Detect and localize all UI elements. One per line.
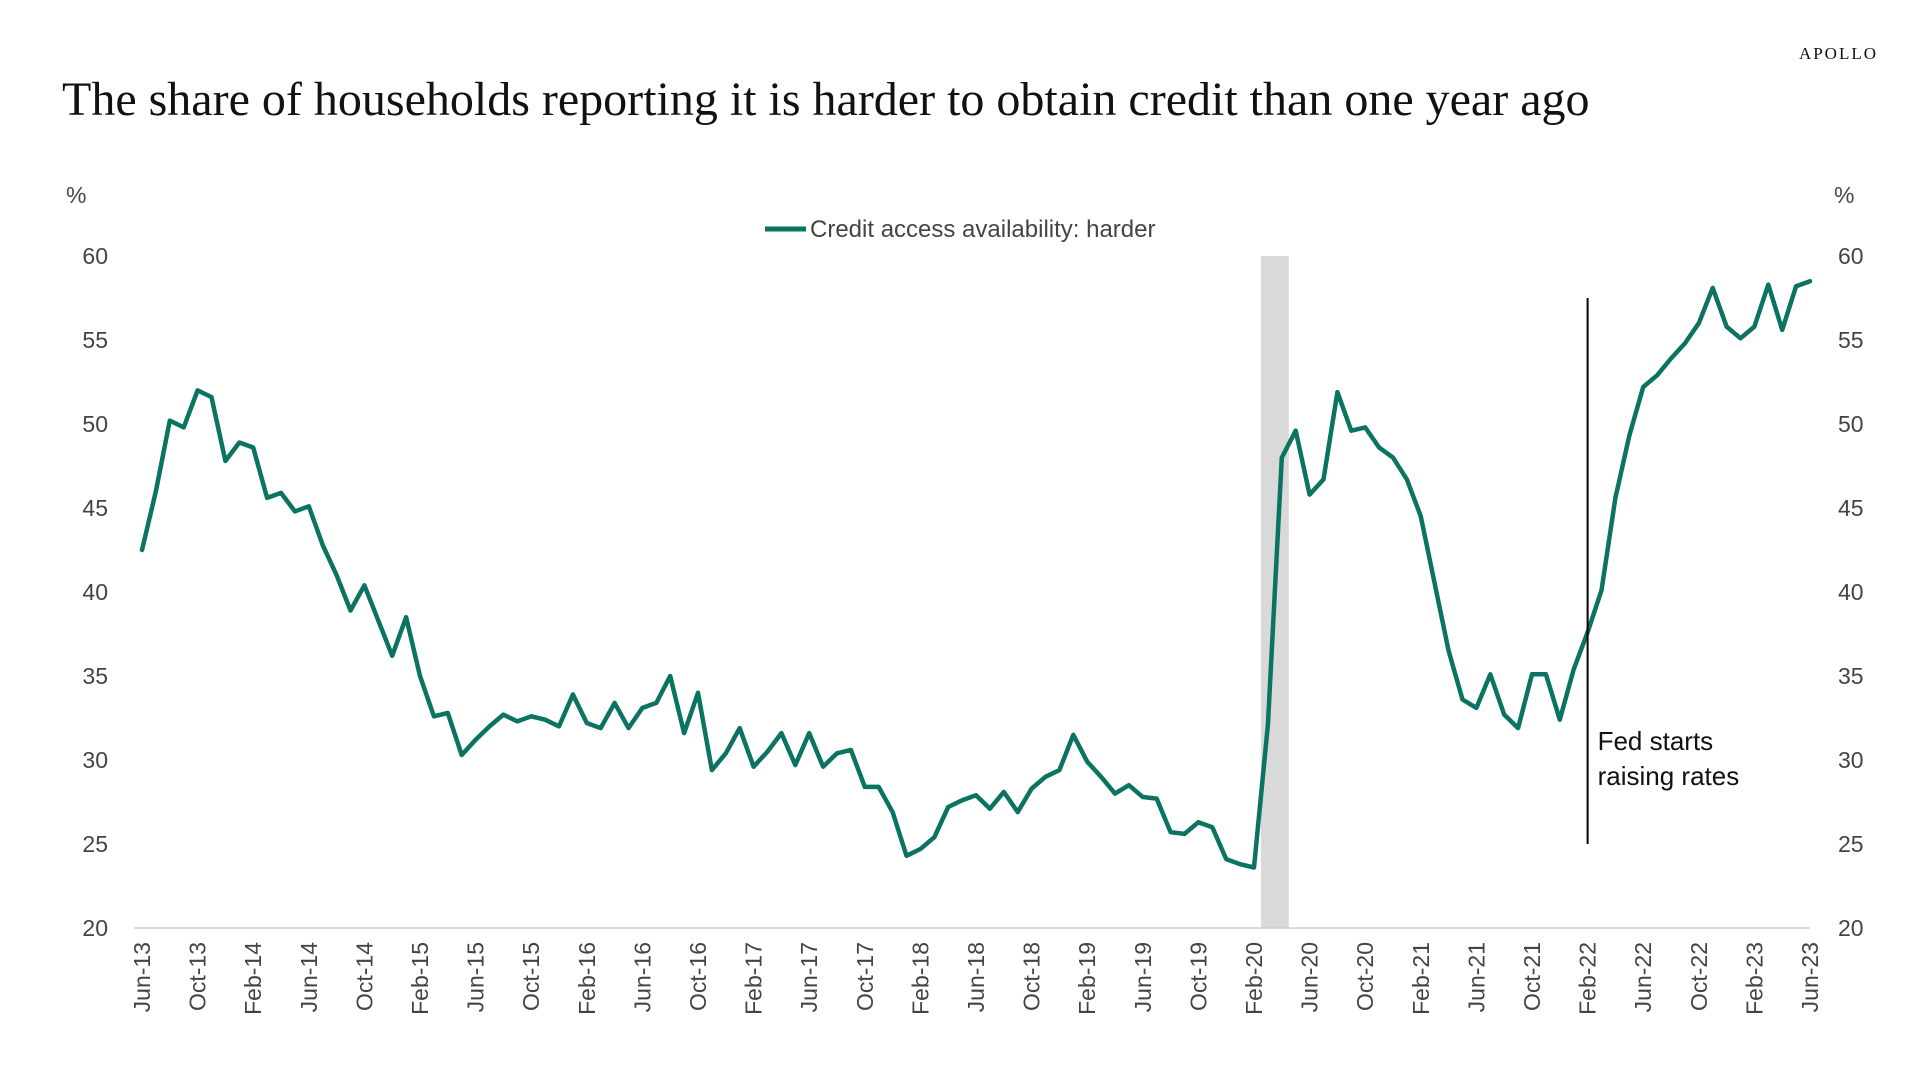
annotation-layer: Fed starts raising rates [1586,298,1740,844]
x-tick-label: Oct-13 [185,942,211,1011]
chart-title: The share of households reporting it is … [62,73,1590,126]
x-tick-label: Jun-13 [129,942,155,1012]
x-tick-label: Jun-21 [1463,942,1489,1012]
y-tick-label-left: 25 [82,831,108,857]
x-tick-label: Oct-22 [1686,942,1712,1011]
x-tick-label: Jun-22 [1630,942,1656,1012]
y-tick-label-left: 45 [82,495,108,521]
x-tick-label: Jun-19 [1130,942,1156,1012]
y-tick-label-left: 20 [82,915,108,941]
y-tick-label-right: 30 [1838,747,1864,773]
x-tick-label: Oct-18 [1019,942,1045,1011]
y-tick-label-right: 55 [1838,327,1864,353]
annotation-text: Fed starts [1598,726,1714,756]
series-layer [139,278,1813,870]
x-tick-label: Jun-20 [1297,942,1323,1012]
y-tick-label-left: 50 [82,411,108,437]
y-tick-label-right: 45 [1838,495,1864,521]
x-tick-label: Oct-19 [1185,942,1211,1011]
x-tick-label: Feb-20 [1241,942,1267,1015]
x-tick-label: Jun-14 [296,942,322,1013]
x-tick-label: Oct-16 [685,942,711,1011]
x-tick-label: Feb-22 [1575,942,1601,1015]
x-tick-label: Feb-14 [240,942,266,1015]
x-tick-label: Oct-14 [351,942,377,1011]
x-tick-label: Oct-20 [1352,942,1378,1011]
axis-layer: 20 20 25 25 30 30 35 35 40 40 45 45 50 50 55 55 60 60 Jun-… [82,243,1863,1015]
y-tick-label-right: 40 [1838,579,1864,605]
x-tick-label: Feb-17 [741,942,767,1015]
x-tick-label: Feb-15 [407,942,433,1015]
x-tick-label: Jun-17 [796,942,822,1012]
y-tick-label-left: 30 [82,747,108,773]
x-tick-label: Jun-16 [629,942,655,1012]
y-tick-label-right: 50 [1838,411,1864,437]
x-tick-label: Feb-19 [1074,942,1100,1015]
x-tick-label: Oct-21 [1519,942,1545,1011]
x-tick-label: Jun-15 [463,942,489,1012]
y-tick-label-left: 60 [82,243,108,269]
x-tick-label: Jun-23 [1797,942,1823,1012]
y-tick-label-left: 40 [82,579,108,605]
x-tick-label: Feb-21 [1408,942,1434,1015]
annotation-text: raising rates [1598,761,1740,791]
y-tick-label-right: 20 [1838,915,1864,941]
y-tick-label-right: 60 [1838,243,1864,269]
x-tick-label: Feb-18 [907,942,933,1015]
legend: Credit access availability: harder [765,216,1155,243]
y-tick-label-right: 25 [1838,831,1864,857]
y-axis-unit-right: % [1834,182,1854,208]
y-tick-label-left: 35 [82,663,108,689]
x-tick-label: Feb-23 [1741,942,1767,1015]
x-tick-label: Oct-15 [518,942,544,1011]
y-axis-unit-left: % [66,182,86,208]
y-tick-label-left: 55 [82,327,108,353]
brand-logo: APOLLO [1798,44,1878,63]
legend-label: Credit access availability: harder [810,216,1155,243]
x-tick-label: Jun-18 [963,942,989,1012]
y-tick-label-right: 35 [1838,663,1864,689]
x-tick-label: Feb-16 [574,942,600,1015]
x-tick-label: Oct-17 [852,942,878,1011]
series-line-0 [139,278,1813,870]
